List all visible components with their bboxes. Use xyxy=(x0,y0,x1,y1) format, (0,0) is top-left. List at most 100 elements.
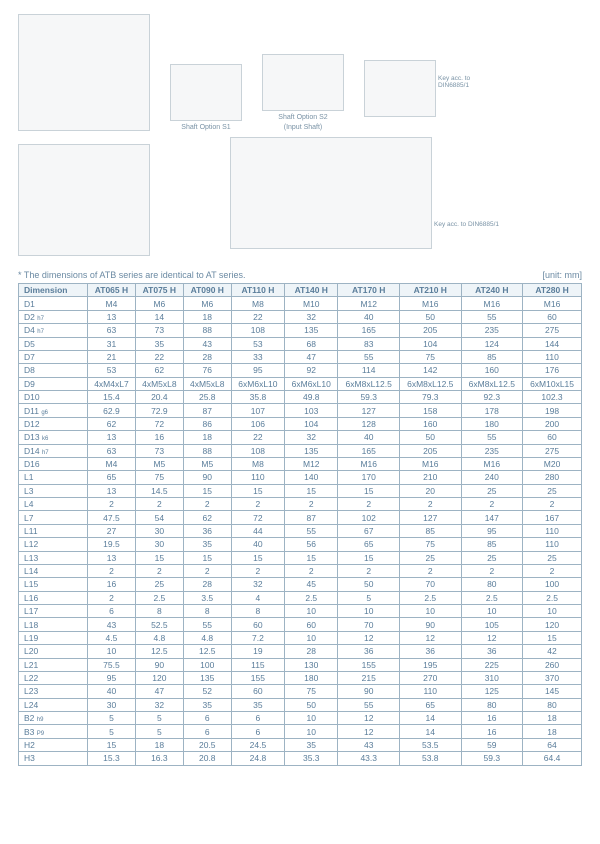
value-cell: 100 xyxy=(183,658,231,671)
value-cell: 75 xyxy=(285,685,338,698)
dim-label-cell: B3 P9 xyxy=(19,725,88,738)
value-cell: 180 xyxy=(461,417,523,430)
value-cell: 4.8 xyxy=(183,631,231,644)
value-cell: 3.5 xyxy=(183,591,231,604)
value-cell: 53.8 xyxy=(399,752,461,765)
value-cell: 110 xyxy=(523,538,582,551)
value-cell: 145 xyxy=(523,685,582,698)
value-cell: 62 xyxy=(88,417,136,430)
value-cell: 15 xyxy=(88,738,136,751)
value-cell: 15.4 xyxy=(88,391,136,404)
value-cell: 275 xyxy=(523,324,582,337)
value-cell: M16 xyxy=(461,297,523,310)
value-cell: 12.5 xyxy=(183,645,231,658)
value-cell: 16 xyxy=(88,578,136,591)
value-cell: 45 xyxy=(285,578,338,591)
value-cell: 135 xyxy=(285,444,338,457)
value-cell: 128 xyxy=(338,417,400,430)
value-cell: 80 xyxy=(461,578,523,591)
value-cell: M12 xyxy=(285,457,338,470)
value-cell: 147 xyxy=(461,511,523,524)
value-cell: 2.5 xyxy=(135,591,183,604)
value-cell: 2.5 xyxy=(399,591,461,604)
value-cell: 60 xyxy=(231,685,284,698)
value-cell: 24.8 xyxy=(231,752,284,765)
value-cell: 27 xyxy=(88,524,136,537)
value-cell: 95 xyxy=(461,524,523,537)
value-cell: 95 xyxy=(231,364,284,377)
value-cell: 18 xyxy=(523,725,582,738)
value-cell: 2 xyxy=(183,564,231,577)
value-cell: 67 xyxy=(338,524,400,537)
value-cell: 62 xyxy=(183,511,231,524)
value-cell: 15.3 xyxy=(88,752,136,765)
value-cell: 60 xyxy=(285,618,338,631)
value-cell: 142 xyxy=(399,364,461,377)
value-cell: 36 xyxy=(183,524,231,537)
value-cell: M8 xyxy=(231,297,284,310)
value-cell: 176 xyxy=(523,364,582,377)
value-cell: M8 xyxy=(231,457,284,470)
dim-label-cell: D1 xyxy=(19,297,88,310)
value-cell: 110 xyxy=(523,524,582,537)
value-cell: 16 xyxy=(135,431,183,444)
value-cell: 104 xyxy=(285,417,338,430)
value-cell: 2 xyxy=(523,498,582,511)
dim-label-cell: L7 xyxy=(19,511,88,524)
value-cell: 13 xyxy=(88,484,136,497)
value-cell: 14 xyxy=(135,310,183,323)
value-cell: 18 xyxy=(183,431,231,444)
dim-label-cell: L12 xyxy=(19,538,88,551)
table-row: L112730364455678595110 xyxy=(19,524,582,537)
value-cell: 120 xyxy=(135,671,183,684)
value-cell: 18 xyxy=(523,712,582,725)
value-cell: 10 xyxy=(523,605,582,618)
value-cell: 80 xyxy=(523,698,582,711)
value-cell: 72.9 xyxy=(135,404,183,417)
value-cell: 160 xyxy=(461,364,523,377)
value-cell: 43.3 xyxy=(338,752,400,765)
value-cell: 18 xyxy=(183,310,231,323)
value-cell: 59 xyxy=(461,738,523,751)
value-cell: 40 xyxy=(88,685,136,698)
value-cell: 4.8 xyxy=(135,631,183,644)
table-row: D12627286106104128160180200 xyxy=(19,417,582,430)
value-cell: 15 xyxy=(231,484,284,497)
value-cell: 167 xyxy=(523,511,582,524)
value-cell: 62 xyxy=(135,364,183,377)
shaft-s2-label: Shaft Option S2 xyxy=(262,114,344,121)
dim-label-cell: L3 xyxy=(19,484,88,497)
value-cell: 2 xyxy=(135,564,183,577)
value-cell: 33 xyxy=(231,350,284,363)
value-cell: 64 xyxy=(523,738,582,751)
table-row: L4222222222 xyxy=(19,498,582,511)
value-cell: M16 xyxy=(523,297,582,310)
value-cell: 108 xyxy=(231,444,284,457)
value-cell: 63 xyxy=(88,324,136,337)
header-model: AT075 H xyxy=(135,284,183,297)
key-note-2: Key acc. to DIN6885/1 xyxy=(434,221,504,228)
value-cell: 108 xyxy=(231,324,284,337)
value-cell: 55 xyxy=(338,350,400,363)
value-cell: 40 xyxy=(231,538,284,551)
table-row: D1M4M6M6M8M10M12M16M16M16 xyxy=(19,297,582,310)
value-cell: 47 xyxy=(135,685,183,698)
header-model: AT170 H xyxy=(338,284,400,297)
value-cell: 24.5 xyxy=(231,738,284,751)
value-cell: 22 xyxy=(231,310,284,323)
value-cell: 2 xyxy=(88,498,136,511)
value-cell: 2 xyxy=(285,498,338,511)
dim-label-cell: H2 xyxy=(19,738,88,751)
value-cell: 210 xyxy=(399,471,461,484)
value-cell: 43 xyxy=(88,618,136,631)
value-cell: 75 xyxy=(399,350,461,363)
table-row: L184352.55560607090105120 xyxy=(19,618,582,631)
value-cell: 35.3 xyxy=(285,752,338,765)
table-row: L13131515151515252525 xyxy=(19,551,582,564)
value-cell: 13 xyxy=(88,310,136,323)
value-cell: 170 xyxy=(338,471,400,484)
value-cell: 47 xyxy=(285,350,338,363)
value-cell: 6 xyxy=(88,605,136,618)
value-cell: 4xM5xL8 xyxy=(135,377,183,390)
value-cell: 90 xyxy=(399,618,461,631)
